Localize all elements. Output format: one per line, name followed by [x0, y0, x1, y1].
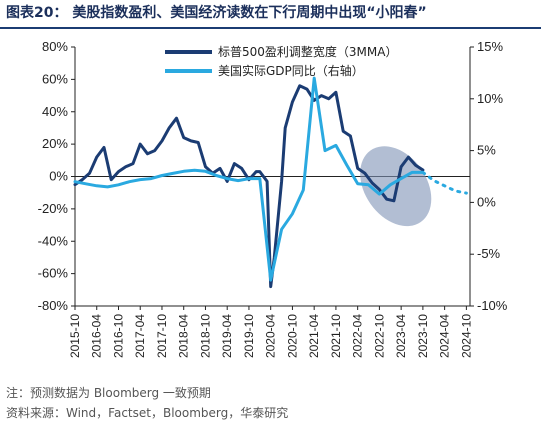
x-tick-label: 2017-10: [155, 314, 169, 358]
left-tick-label: 20%: [42, 136, 68, 151]
x-tick-label: 2023-10: [416, 314, 430, 358]
x-tick-label: 2024-04: [438, 314, 452, 358]
x-tick-label: 2022-10: [372, 314, 386, 358]
x-tick-label: 2019-04: [220, 314, 234, 358]
x-tick-label: 2018-10: [198, 314, 212, 358]
x-tick-label: 2018-04: [177, 314, 191, 358]
x-tick-label: 2022-04: [351, 314, 365, 358]
left-tick-label: -60%: [38, 266, 69, 281]
left-tick-label: 0%: [49, 169, 68, 184]
right-tick-label: 0%: [477, 194, 496, 209]
x-tick-label: 2017-04: [133, 314, 147, 358]
chart-title: 图表20： 美股指数盈利、美国经济读数在下行周期中出现“小阳春”: [6, 5, 427, 21]
earnings-breadth-line: [73, 84, 425, 289]
series-layer: [73, 76, 468, 289]
legend: 标普500盈利调整宽度（3MMA） 美国实际GDP同比（右轴）: [165, 44, 397, 78]
right-tick-label: 10%: [477, 91, 503, 106]
gdp-yoy-line: [73, 76, 425, 282]
footnote: 注：预测数据为 Bloomberg 一致预期: [6, 386, 211, 400]
tick-layer: 80% 60% 40% 20% 0% -20% -40% -60% -80% 15% 10% 5% 0%…: [38, 39, 508, 358]
x-tick-label: 2023-04: [394, 314, 408, 358]
x-tick-label: 2021-04: [307, 314, 321, 358]
x-tick-label: 2015-10: [68, 314, 82, 358]
chart-svg: 80% 60% 40% 20% 0% -20% -40% -60% -80% 15% 10% 5% 0%…: [38, 39, 508, 358]
left-tick-label: 80%: [42, 39, 68, 54]
left-tick-label: -40%: [38, 233, 69, 248]
left-tick-label: 60%: [42, 71, 68, 86]
x-tick-label: 2024-10: [459, 314, 473, 358]
left-tick-label: -20%: [38, 201, 69, 216]
x-tick-label: 2016-10: [111, 314, 125, 358]
source-note: 资料来源：Wind，Factset，Bloomberg，华泰研究: [6, 406, 289, 420]
x-tick-label: 2016-04: [90, 314, 104, 358]
right-tick-label: -5%: [477, 246, 501, 261]
legend-label: 美国实际GDP同比（右轴）: [218, 63, 364, 78]
left-tick-label: -80%: [38, 298, 69, 313]
x-tick-label: 2020-04: [264, 314, 278, 358]
right-tick-label: 15%: [477, 39, 503, 54]
left-tick-label: 40%: [42, 104, 68, 119]
right-tick-label: -10%: [477, 298, 508, 313]
right-tick-label: 5%: [477, 143, 496, 158]
gdp-forecast-line: [421, 170, 468, 195]
x-tick-label: 2021-10: [329, 314, 343, 358]
legend-label: 标普500盈利调整宽度（3MMA）: [218, 44, 397, 59]
x-tick-label: 2020-10: [285, 314, 299, 358]
x-tick-label: 2019-10: [242, 314, 256, 358]
title-rule: [0, 27, 541, 29]
